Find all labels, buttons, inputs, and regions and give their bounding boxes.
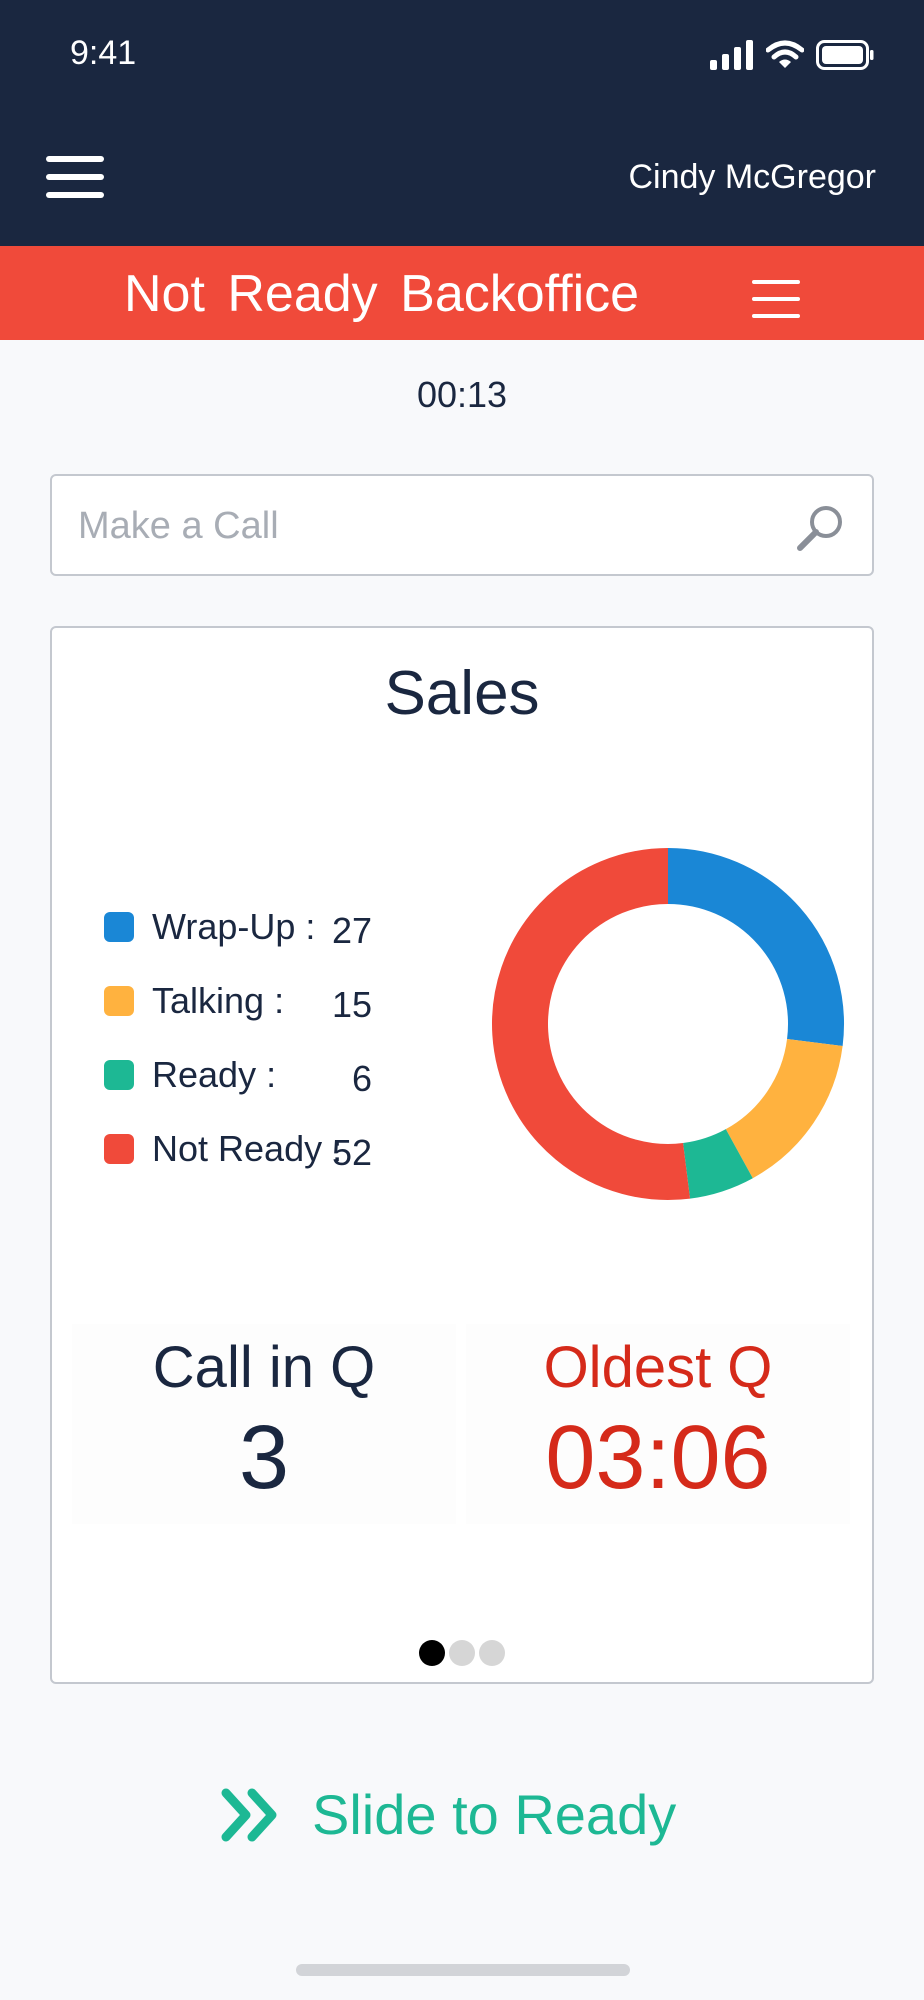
- make-call-input[interactable]: [78, 498, 778, 554]
- slide-to-ready-button[interactable]: Slide to Ready: [220, 1782, 676, 1847]
- legend-value: 6: [351, 1058, 372, 1099]
- call-in-queue-value: 3: [238, 1408, 290, 1508]
- double-chevron-right-icon: [221, 1788, 277, 1841]
- legend-item: Not Ready : 52: [104, 1112, 434, 1186]
- signal-icon: [710, 40, 753, 70]
- legend-value: 52: [331, 1132, 372, 1173]
- slide-to-ready-label: Slide to Ready: [312, 1783, 677, 1846]
- chart-legend: Wrap-Up : 27 Talking : 15 Ready : 6 Not …: [104, 890, 434, 1186]
- donut-slice-talking: [725, 1038, 843, 1179]
- legend-value: 27: [331, 910, 372, 951]
- call-in-queue-label: Call in Q: [152, 1335, 376, 1400]
- status-timer: 00:13: [416, 374, 508, 415]
- legend-swatch: [104, 1134, 134, 1164]
- legend-swatch: [104, 912, 134, 942]
- top-bar: 9:41 Cindy McGregor: [0, 0, 924, 246]
- legend-item: Ready : 6: [104, 1038, 434, 1112]
- legend-value: 15: [331, 984, 372, 1025]
- queue-stats-card[interactable]: Sales Wrap-Up : 27 Talking : 15 Ready : …: [50, 626, 874, 1684]
- legend-label: Wrap-Up :: [152, 906, 316, 947]
- status-donut-chart: [492, 848, 844, 1200]
- donut-slice-ready: [682, 1128, 753, 1199]
- wifi-icon: [766, 40, 804, 68]
- user-name: Cindy McGregor: [628, 158, 876, 196]
- oldest-in-queue-label: Oldest Q: [543, 1335, 773, 1400]
- legend-swatch: [104, 986, 134, 1016]
- agent-status-text: Not Ready Backoffice: [124, 264, 639, 324]
- search-icon[interactable]: [794, 502, 846, 554]
- make-call-field[interactable]: [50, 474, 874, 576]
- main-menu-icon[interactable]: [46, 156, 104, 198]
- agent-state: Not Ready: [124, 265, 378, 323]
- agent-state-reason: Backoffice: [400, 265, 640, 323]
- page-dot[interactable]: [449, 1640, 475, 1666]
- donut-slice-not-ready: [492, 848, 691, 1200]
- page-indicator[interactable]: [52, 1640, 872, 1666]
- legend-label: Not Ready :: [152, 1128, 343, 1169]
- card-title: Sales: [384, 659, 540, 728]
- oldest-in-queue-box: Oldest Q 03:06: [466, 1324, 850, 1524]
- legend-swatch: [104, 1060, 134, 1090]
- call-in-queue-box: Call in Q 3: [72, 1324, 456, 1524]
- clock: 9:41: [70, 34, 137, 72]
- donut-slice-wrap-up: [667, 848, 844, 1047]
- page-dot[interactable]: [479, 1640, 505, 1666]
- legend-item: Talking : 15: [104, 964, 434, 1038]
- system-status-icons: [710, 40, 874, 70]
- legend-item: Wrap-Up : 27: [104, 890, 434, 964]
- agent-status-bar[interactable]: Not Ready Backoffice: [0, 246, 924, 340]
- legend-label: Talking :: [152, 980, 285, 1021]
- oldest-in-queue-value: 03:06: [545, 1408, 771, 1508]
- home-indicator[interactable]: [296, 1964, 630, 1976]
- battery-icon: [816, 40, 874, 70]
- page-dot[interactable]: [419, 1640, 445, 1666]
- status-menu-icon[interactable]: [752, 280, 800, 318]
- legend-label: Ready :: [152, 1054, 277, 1095]
